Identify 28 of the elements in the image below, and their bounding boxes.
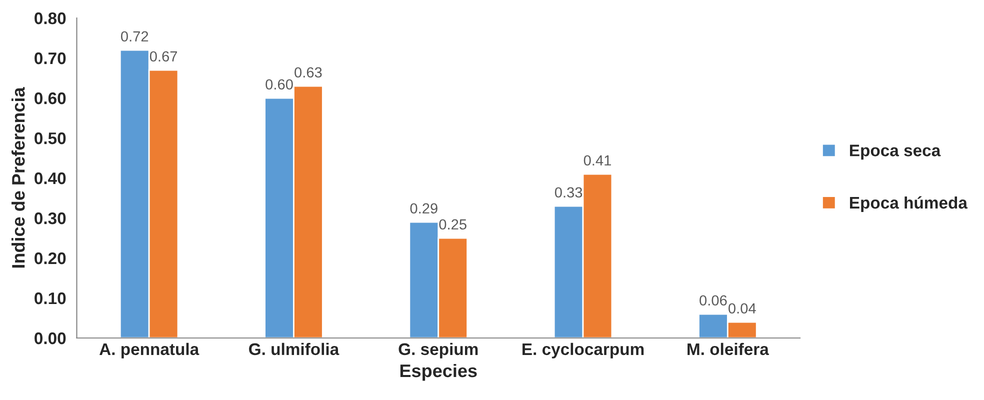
data-label: 0.29 bbox=[410, 203, 438, 214]
data-label: 0.41 bbox=[584, 155, 611, 166]
y-tick-label: 0.10 bbox=[34, 292, 66, 304]
y-tick-label: 0.60 bbox=[34, 92, 66, 104]
data-label: 0.04 bbox=[728, 303, 756, 314]
x-tick-label: A. pennatula bbox=[99, 342, 200, 358]
y-tick-label: 0.80 bbox=[34, 12, 66, 24]
x-tick-label: G. sepium bbox=[398, 342, 478, 358]
y-tick-label: 0.70 bbox=[34, 52, 66, 64]
x-tick-label: M. oleifera bbox=[688, 342, 769, 356]
data-label: 0.72 bbox=[120, 31, 148, 42]
y-tick-label: 0.50 bbox=[34, 132, 66, 144]
legend-label: Epoca húmeda bbox=[850, 196, 968, 212]
x-axis-title: Especies bbox=[400, 364, 477, 381]
y-axis-title: Indice de Preferencia bbox=[12, 87, 25, 268]
x-tick-label: G. ulmifolia bbox=[249, 342, 340, 356]
data-label: 0.06 bbox=[700, 295, 727, 306]
data-label: 0.67 bbox=[150, 51, 177, 62]
y-tick-label: 0.00 bbox=[34, 332, 66, 344]
y-tick-label: 0.40 bbox=[34, 172, 66, 184]
x-tick-label: E. cyclocarpum bbox=[522, 342, 644, 358]
legend-label: Epoca seca bbox=[850, 144, 941, 160]
y-tick-label: 0.20 bbox=[34, 252, 66, 264]
data-label: 0.25 bbox=[439, 219, 466, 230]
y-tick-label: 0.30 bbox=[34, 212, 66, 224]
data-label: 0.63 bbox=[294, 67, 322, 78]
data-label: 0.33 bbox=[554, 187, 582, 198]
data-label: 0.60 bbox=[266, 79, 293, 90]
